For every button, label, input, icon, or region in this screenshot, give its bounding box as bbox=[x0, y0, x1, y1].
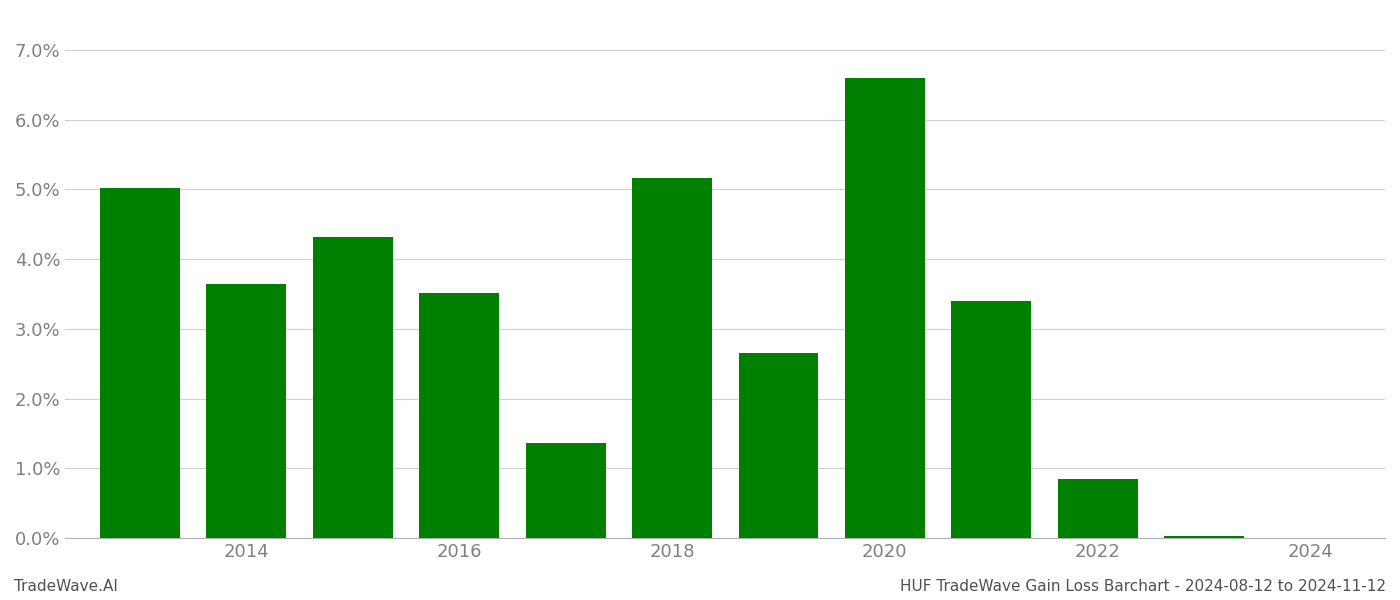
Bar bbox=[312, 237, 393, 538]
Bar bbox=[846, 78, 925, 538]
Bar bbox=[952, 301, 1032, 538]
Bar bbox=[420, 293, 500, 538]
Bar bbox=[526, 443, 606, 538]
Bar bbox=[633, 178, 713, 538]
Bar bbox=[99, 188, 179, 538]
Bar bbox=[1058, 479, 1138, 538]
Text: HUF TradeWave Gain Loss Barchart - 2024-08-12 to 2024-11-12: HUF TradeWave Gain Loss Barchart - 2024-… bbox=[900, 579, 1386, 594]
Bar bbox=[206, 284, 286, 538]
Text: TradeWave.AI: TradeWave.AI bbox=[14, 579, 118, 594]
Bar bbox=[739, 353, 819, 538]
Bar bbox=[1165, 536, 1245, 538]
